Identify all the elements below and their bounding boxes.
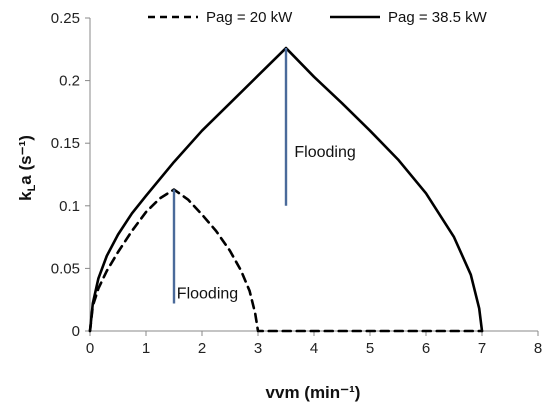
y-axis-title: kLa (s⁻¹)	[16, 135, 38, 201]
x-tick-label: 2	[198, 340, 206, 357]
x-tick-label: 5	[366, 340, 374, 357]
y-axis-title-rest: a (s⁻¹)	[16, 135, 35, 185]
y-tick-label: 0	[72, 323, 80, 340]
x-axis-title: vvm (min⁻¹)	[266, 383, 361, 402]
y-tick-label: 0.05	[51, 260, 80, 277]
legend-label-pag-38-5kw: Pag = 38.5 kW	[388, 9, 488, 26]
x-tick-label: 4	[310, 340, 318, 357]
y-tick-label: 0.25	[51, 10, 80, 27]
x-tick-label: 0	[86, 340, 94, 357]
y-axis-ticks: 0 0.05 0.1 0.15 0.2 0.25	[51, 10, 90, 340]
annotation-layer: Flooding Flooding	[172, 48, 356, 304]
flooding-label-1: Flooding	[177, 285, 238, 302]
x-axis-ticks: 0 1 2 3 4 5 6 7 8	[86, 331, 542, 357]
legend: Pag = 20 kW Pag = 38.5 kW	[148, 9, 488, 26]
series-line-pag-20kw	[88, 188, 484, 333]
legend-label-pag-20kw: Pag = 20 kW	[206, 9, 293, 26]
series-layer	[88, 46, 484, 333]
y-tick-label: 0.1	[59, 198, 80, 215]
x-tick-label: 8	[534, 340, 542, 357]
x-tick-label: 3	[254, 340, 262, 357]
axes	[89, 18, 538, 332]
y-tick-label: 0.2	[59, 73, 80, 90]
series-line-pag-38-5kw	[88, 46, 484, 333]
y-axis-title-subscript: L	[26, 184, 38, 191]
x-tick-label: 7	[478, 340, 486, 357]
y-axis-title-main: k	[16, 191, 35, 201]
x-tick-label: 1	[142, 340, 150, 357]
y-tick-label: 0.15	[51, 135, 80, 152]
x-tick-label: 6	[422, 340, 430, 357]
flooding-label-2: Flooding	[294, 144, 355, 161]
